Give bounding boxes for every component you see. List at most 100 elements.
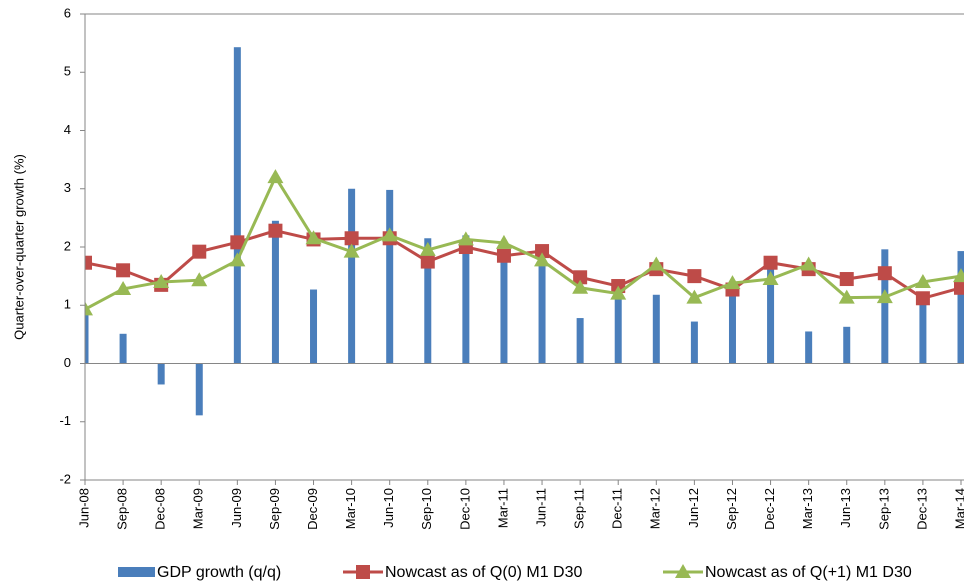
marker — [610, 285, 627, 300]
x-tick-label: Sep-13 — [876, 488, 891, 530]
marker — [648, 256, 665, 271]
marker — [85, 301, 93, 316]
x-tick-label: Mar-11 — [495, 488, 510, 528]
marker — [419, 241, 436, 256]
bar — [652, 294, 660, 364]
x-tick-label: Jun-12 — [686, 488, 701, 528]
y-tick-label: 0 — [64, 355, 71, 370]
marker — [763, 255, 778, 270]
y-tick-label: -2 — [59, 471, 71, 486]
x-tick-label: Dec-08 — [153, 488, 168, 530]
marker — [457, 231, 474, 246]
x-tick-label: Jun-09 — [229, 488, 244, 528]
x-tick-label: Sep-12 — [724, 488, 739, 530]
legend-marker — [675, 564, 691, 578]
bar — [538, 261, 546, 364]
y-tick-label: -1 — [59, 413, 71, 428]
x-tick-label: Jun-11 — [533, 488, 548, 527]
marker — [267, 169, 284, 184]
x-tick-label: Mar-09 — [191, 488, 206, 529]
marker — [572, 279, 589, 294]
marker — [800, 256, 817, 271]
marker — [420, 254, 435, 269]
marker — [953, 268, 964, 283]
bar — [424, 238, 432, 364]
bar — [957, 251, 964, 364]
marker — [115, 280, 132, 295]
y-tick-label: 1 — [64, 297, 71, 312]
y-tick-label: 2 — [64, 238, 71, 253]
marker — [838, 289, 855, 304]
marker — [876, 289, 893, 304]
marker — [344, 231, 359, 246]
y-tick-label: 6 — [64, 5, 71, 20]
bar — [614, 287, 622, 364]
x-tick-label: Dec-12 — [762, 488, 777, 530]
marker — [305, 230, 322, 245]
x-tick-label: Sep-09 — [267, 488, 282, 530]
legend-label: Nowcast as of Q(+1) M1 D30 — [705, 564, 912, 581]
bar — [271, 220, 279, 364]
marker — [85, 255, 92, 270]
y-tick-label: 3 — [64, 180, 71, 195]
legend-label: GDP growth (q/q) — [157, 564, 281, 581]
y-tick-label: 4 — [64, 122, 71, 137]
x-tick-label: Sep-10 — [419, 488, 434, 530]
bar — [195, 363, 203, 416]
x-tick-label: Jun-08 — [76, 488, 91, 528]
marker — [534, 252, 551, 267]
bar — [85, 313, 89, 364]
legend-label: Nowcast as of Q(0) M1 D30 — [385, 564, 583, 581]
line — [85, 173, 962, 311]
marker — [687, 269, 702, 284]
legend-swatch — [118, 567, 155, 577]
x-tick-label: Dec-13 — [914, 488, 929, 530]
y-tick-label: 5 — [64, 64, 71, 79]
bar — [310, 289, 318, 364]
marker — [839, 272, 854, 287]
marker — [724, 275, 741, 290]
marker — [192, 244, 207, 259]
bar — [690, 321, 698, 364]
bar — [805, 331, 813, 364]
plot-frame — [84, 13, 964, 481]
x-tick-label: Dec-11 — [610, 488, 625, 529]
bar — [157, 363, 165, 385]
x-tick-label: Sep-08 — [115, 488, 130, 530]
x-tick-label: Mar-10 — [343, 488, 358, 529]
x-tick-label: Mar-12 — [648, 488, 663, 529]
legend: GDP growth (q/q) Nowcast as of Q(0) M1 D3… — [118, 564, 912, 581]
bar — [919, 299, 927, 364]
x-tick-label: Mar-13 — [800, 488, 815, 529]
bar — [576, 318, 584, 364]
bar — [233, 47, 241, 364]
marker — [954, 280, 964, 295]
marker — [381, 227, 398, 242]
x-tick-label: Mar-14 — [952, 488, 964, 529]
marker — [877, 266, 892, 281]
marker — [686, 289, 703, 304]
x-tick-label: Sep-11 — [572, 488, 587, 529]
plot-area — [85, 47, 964, 416]
legend-marker — [356, 565, 370, 579]
bar — [500, 258, 508, 364]
y-axis-label: Quarter-over-quarter growth (%) — [11, 154, 26, 340]
line — [85, 229, 962, 300]
marker — [268, 223, 283, 238]
bar — [728, 287, 736, 364]
x-tick-label: Dec-10 — [457, 488, 472, 530]
bar — [881, 249, 889, 364]
marker — [915, 291, 930, 306]
marker — [762, 271, 779, 286]
marker — [153, 273, 170, 288]
marker — [191, 272, 208, 287]
x-tick-label: Jun-13 — [838, 488, 853, 528]
bar — [119, 333, 127, 364]
bar — [843, 326, 851, 364]
bar — [767, 261, 775, 364]
marker — [229, 252, 246, 267]
marker — [573, 270, 588, 285]
x-tick-label: Dec-09 — [305, 488, 320, 530]
marker — [914, 273, 931, 288]
